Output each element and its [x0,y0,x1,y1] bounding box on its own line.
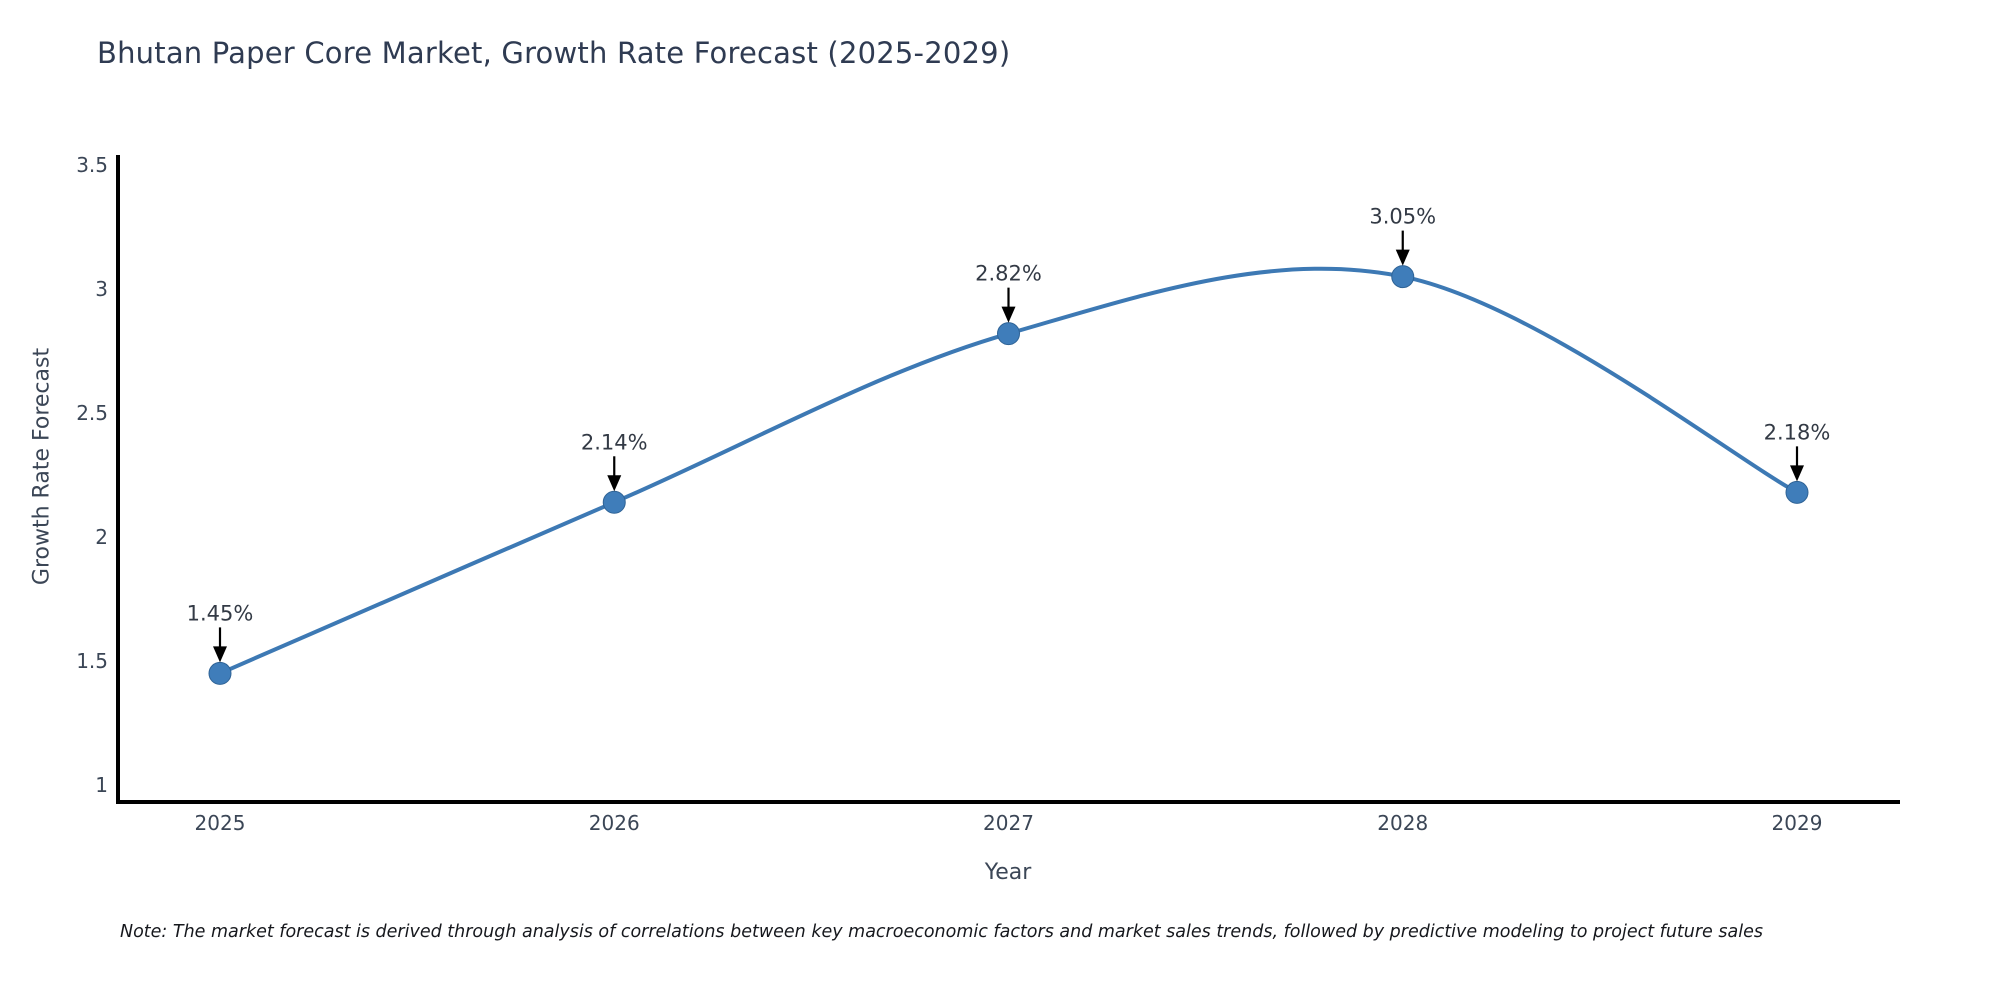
annotation-arrowhead-2029 [1790,465,1804,482]
y-tick-label-3.5: 3.5 [76,153,108,177]
footnote: Note: The market forecast is derived thr… [120,922,1763,942]
y-tick-label-2.5: 2.5 [76,401,108,425]
y-tick-label-2: 2 [95,525,108,549]
annotation-label-2028: 3.05% [1369,205,1436,229]
annotation-label-2026: 2.14% [581,430,648,454]
data-point-marker-2028 [1391,265,1415,289]
data-point-marker-2025 [208,661,232,685]
x-tick-label-2028: 2028 [1377,811,1428,835]
annotation-arrowhead-2025 [213,646,227,663]
chart-title: Bhutan Paper Core Market, Growth Rate Fo… [97,36,1011,70]
annotation-arrowhead-2028 [1395,249,1410,266]
data-point-marker-2029 [1785,480,1809,504]
y-tick-label-3: 3 [95,277,108,301]
annotation-arrowhead-2027 [1001,306,1016,323]
annotation-label-2025: 1.45% [187,601,254,625]
y-tick-label-1.5: 1.5 [76,649,108,673]
y-tick-label-1: 1 [95,773,108,797]
annotation-label-2027: 2.82% [975,262,1042,286]
x-tick-label-2026: 2026 [589,811,640,835]
data-point-marker-2027 [997,322,1020,346]
x-tick-label-2029: 2029 [1772,811,1823,835]
x-tick-label-2025: 2025 [195,811,246,835]
annotation-label-2029: 2.18% [1764,420,1831,444]
annotation-arrowhead-2026 [607,475,622,492]
data-point-marker-2026 [602,490,626,514]
x-tick-label-2027: 2027 [983,811,1034,835]
x-axis-title: Year [984,860,1032,885]
